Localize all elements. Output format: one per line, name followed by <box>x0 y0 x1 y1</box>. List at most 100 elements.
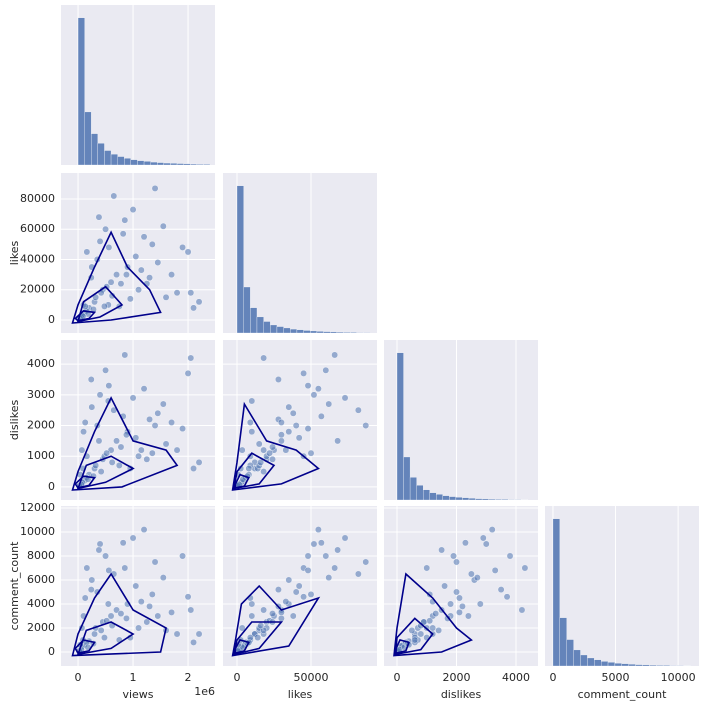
scatter-point <box>113 606 120 614</box>
y-tick-label: 8000 <box>27 549 55 562</box>
x-tick-label: 1 <box>130 671 137 684</box>
scatter-point <box>123 271 130 279</box>
scatter-point <box>173 289 181 297</box>
scatter-point <box>248 428 256 436</box>
histogram-bar <box>566 639 574 667</box>
histogram-bar <box>573 649 581 667</box>
scatter-point <box>154 259 162 266</box>
histogram-bar <box>488 498 496 501</box>
histogram-bar <box>552 518 560 667</box>
histogram-bar <box>203 164 211 166</box>
scatter-point <box>260 468 268 475</box>
scatter-point <box>80 428 87 436</box>
scatter-point <box>476 600 484 608</box>
scatter-point <box>184 593 192 601</box>
scatter-point <box>310 391 318 399</box>
scatter-point <box>146 602 153 610</box>
kde-contour <box>71 572 168 657</box>
histogram-bar <box>336 331 344 334</box>
scatter-point <box>148 240 156 248</box>
scatter-point <box>83 564 91 572</box>
scatter-point <box>260 354 268 362</box>
scatter-point <box>190 465 197 472</box>
y-tick-label: 0 <box>48 645 55 658</box>
histogram-bar <box>316 331 324 334</box>
histogram-bar <box>183 163 191 166</box>
scatter-point <box>248 612 256 620</box>
histogram-bar <box>436 494 443 501</box>
histogram-bar <box>117 156 125 166</box>
scatter-point <box>277 431 285 439</box>
kde-contour <box>71 230 162 324</box>
histogram-bar <box>475 498 483 501</box>
scatter-point <box>285 403 293 411</box>
scatter-point <box>479 534 487 542</box>
scatter-point <box>121 216 129 224</box>
scatter-point <box>285 576 293 584</box>
scatter-point <box>154 612 162 620</box>
histogram-bar <box>656 665 664 667</box>
scatter-point <box>179 243 186 251</box>
scatter-point <box>96 237 104 245</box>
histogram-bar <box>442 495 450 501</box>
y-tick-label: 2000 <box>27 621 55 634</box>
scatter-point <box>417 630 425 638</box>
scatter-point <box>310 540 318 548</box>
y-axis-label: comment_count <box>8 541 21 630</box>
scatter-point <box>354 570 362 578</box>
histogram-bar <box>323 331 331 334</box>
histogram-bar <box>303 330 311 334</box>
scatter-point <box>96 540 104 548</box>
histogram-bar <box>635 664 643 667</box>
scatter-point <box>113 437 120 445</box>
histogram-bar <box>276 326 284 334</box>
scatter-point <box>102 225 109 233</box>
scatter-point <box>78 446 86 454</box>
y-tick-label: 40000 <box>20 252 55 265</box>
histogram-bar <box>621 663 629 667</box>
scatter-point <box>300 593 307 601</box>
kde-contour <box>231 401 320 491</box>
scatter-point <box>275 586 282 593</box>
histogram-bar <box>270 324 278 334</box>
histogram-bar <box>170 163 178 166</box>
scatter-point <box>135 452 142 460</box>
y-tick-label: 60000 <box>20 222 55 235</box>
scatter-point <box>292 422 300 429</box>
kde-contour <box>74 475 96 489</box>
histogram-bar <box>449 496 457 501</box>
scatter-point <box>104 600 112 608</box>
scatter-point <box>88 576 96 584</box>
scatter-point <box>423 564 431 572</box>
scatter-point <box>304 552 312 560</box>
scatter-point <box>117 610 125 617</box>
scatter-point <box>146 274 153 282</box>
scatter-point <box>275 376 282 383</box>
scatter-point <box>282 598 290 605</box>
histogram-bar <box>250 307 258 334</box>
scatter-point <box>260 446 268 454</box>
histogram-bar <box>649 664 657 667</box>
scatter-point <box>123 614 130 622</box>
scatter-point <box>456 594 463 602</box>
scatter-point <box>129 206 137 213</box>
kde-contour <box>234 639 250 655</box>
scatter-point <box>83 248 91 256</box>
y-tick-label: 20000 <box>20 283 55 296</box>
scatter-point <box>269 610 276 617</box>
scatter-point <box>96 391 104 399</box>
scatter-point <box>322 366 330 374</box>
histogram-bar <box>343 332 351 334</box>
scatter-point <box>307 449 315 457</box>
scatter-point <box>300 369 307 377</box>
scatter-point <box>277 614 285 622</box>
histogram-bar <box>137 160 145 166</box>
scatter-point <box>143 618 151 626</box>
y-tick-label: 3000 <box>27 388 55 401</box>
scatter-point <box>447 600 454 608</box>
kde-contour <box>71 396 179 491</box>
kde-contour <box>393 572 473 657</box>
scatter-point <box>95 213 103 221</box>
scatter-point <box>462 539 469 547</box>
x-tick-label: 5000 <box>602 671 630 684</box>
